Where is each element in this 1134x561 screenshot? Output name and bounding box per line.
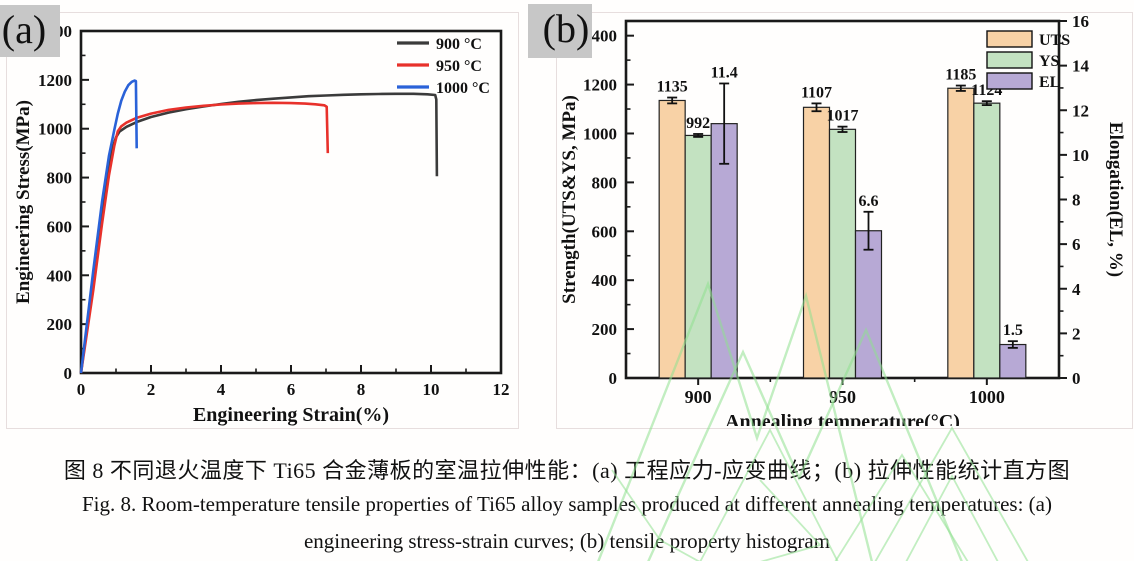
svg-text:10: 10 — [1072, 146, 1089, 165]
svg-text:14: 14 — [1072, 57, 1090, 76]
bar-YS-950 — [828, 128, 857, 379]
caption-english-line1: Fig. 8. Room-temperature tensile propert… — [81, 492, 1052, 516]
bar-UTS-950 — [802, 106, 831, 379]
bar-EL-1000 — [999, 343, 1027, 379]
svg-text:800: 800 — [47, 169, 73, 188]
svg-text:1000: 1000 — [583, 124, 617, 143]
bar-value-label: 1185 — [945, 67, 976, 84]
bar-value-label: 1017 — [827, 108, 859, 125]
svg-text:200: 200 — [592, 320, 618, 339]
bar-EL-950 — [854, 230, 883, 379]
panel-b-label-text: (b) — [542, 6, 590, 51]
stress-strain-chart: 0200400600800100012001400024681012Engine… — [13, 22, 510, 426]
caption-english-line2: engineering stress-strain curves; (b) te… — [303, 529, 830, 553]
svg-text:YS: YS — [1039, 53, 1060, 70]
svg-text:0: 0 — [609, 369, 618, 388]
bar-value-label: 992 — [686, 115, 710, 132]
svg-text:EL: EL — [1039, 74, 1060, 91]
bar-value-label: 1.5 — [1003, 322, 1023, 339]
svg-text:0: 0 — [77, 380, 86, 399]
bar-YS-1000 — [973, 102, 1001, 379]
right-axis-title: Elongation(EL, %) — [1105, 122, 1126, 277]
svg-text:600: 600 — [592, 222, 618, 241]
svg-text:1000: 1000 — [38, 120, 72, 139]
svg-text:6: 6 — [1072, 235, 1081, 254]
panel-a-label: (a) — [0, 5, 60, 57]
legend-b: UTS YS EL — [986, 30, 1070, 91]
svg-text:950 °C: 950 °C — [436, 58, 482, 75]
svg-text:2: 2 — [147, 380, 156, 399]
svg-text:6: 6 — [287, 380, 296, 399]
svg-text:4: 4 — [217, 380, 226, 399]
y-axis-title: Engineering Stress(MPa) — [13, 100, 34, 304]
curve-900°C — [79, 92, 439, 374]
svg-text:200: 200 — [47, 315, 73, 334]
legend-a: 900 °C 950 °C 1000 °C — [397, 36, 490, 97]
left-axis-title: Strength(UTS&YS, MPa) — [559, 95, 580, 304]
svg-text:900 °C: 900 °C — [436, 36, 482, 53]
svg-text:16: 16 — [1072, 13, 1089, 31]
curve-1000°C — [79, 79, 138, 374]
svg-text:400: 400 — [47, 266, 73, 285]
panel-b-label: (b) — [528, 4, 592, 58]
tensile-histogram-chart: 0200400600800100012001400024681012141690… — [559, 12, 1126, 433]
plot-area: 0200400600800100012001400024681012Engine… — [13, 22, 510, 426]
bar-value-label: 1135 — [657, 79, 688, 96]
svg-text:8: 8 — [357, 380, 366, 399]
x-axis-title: Annealing temperature(°C) — [725, 411, 960, 426]
panel-a-label-text: (a) — [1, 7, 47, 52]
svg-text:1000: 1000 — [969, 387, 1005, 407]
svg-text:400: 400 — [592, 271, 618, 290]
panel-a-figure: 0200400600800100012001400024681012Engine… — [6, 12, 519, 429]
svg-text:UTS: UTS — [1039, 32, 1070, 49]
svg-text:800: 800 — [592, 173, 618, 192]
bar-value-label: 6.6 — [859, 193, 879, 210]
svg-text:1000 °C: 1000 °C — [436, 80, 490, 97]
bar-UTS-1000 — [947, 87, 975, 379]
svg-text:12: 12 — [493, 380, 510, 399]
svg-text:0: 0 — [1072, 369, 1081, 388]
svg-text:950: 950 — [829, 387, 856, 407]
panel-b-figure: 0 200 400 600 800 1000 1200 1400 0 2 4 6 8 10 12 14 16 90… — [556, 12, 1133, 433]
svg-text:1200: 1200 — [38, 71, 72, 90]
svg-text:8: 8 — [1072, 191, 1081, 210]
bar-YS-900 — [684, 134, 712, 379]
caption-chinese: 图 8 不同退火温度下 Ti65 合金薄板的室温拉伸性能：(a) 工程应力-应变… — [63, 458, 1071, 483]
svg-text:900: 900 — [685, 387, 712, 407]
x-axis-title: Engineering Strain(%) — [193, 404, 389, 426]
svg-text:10: 10 — [423, 380, 440, 399]
curve-950°C — [79, 101, 330, 374]
bar-value-label: 1107 — [801, 84, 832, 101]
svg-text:4: 4 — [1072, 280, 1081, 299]
bar-value-label: 11.4 — [711, 64, 738, 81]
svg-text:12: 12 — [1072, 101, 1089, 120]
svg-text:600: 600 — [47, 217, 73, 236]
bar-UTS-900 — [658, 99, 686, 379]
svg-text:0: 0 — [64, 364, 73, 383]
svg-text:2: 2 — [1072, 324, 1081, 343]
svg-text:1200: 1200 — [583, 76, 617, 95]
